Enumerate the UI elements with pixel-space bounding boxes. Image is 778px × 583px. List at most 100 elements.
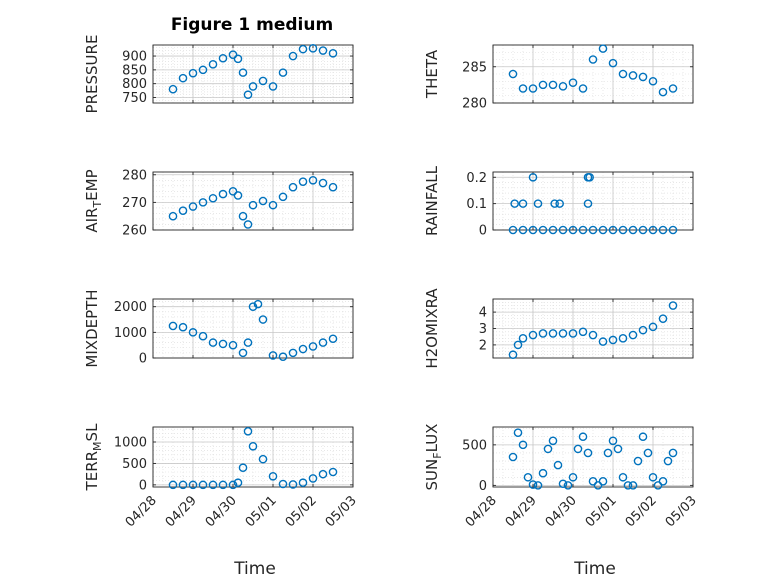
panel-6-data-point bbox=[588, 330, 598, 340]
panel-8-x-tick-label: 04/29 bbox=[503, 493, 540, 530]
panel-5-data-point bbox=[168, 321, 178, 331]
panel-2-data-point bbox=[508, 69, 518, 79]
panel-3-data-point bbox=[238, 211, 248, 221]
panel-5-data-point bbox=[278, 352, 288, 362]
panel-8-data-point bbox=[553, 460, 563, 470]
panel-1-y-tick-label: 750 bbox=[122, 91, 147, 106]
panel-4-data-point bbox=[510, 199, 519, 208]
panel-8-data-point bbox=[628, 481, 638, 490]
panel-2-data-point bbox=[548, 80, 558, 90]
panel-8-y-axis-label: SUNFLUX bbox=[423, 424, 444, 491]
panel-8-data-point bbox=[573, 444, 583, 454]
panel-5-axes-box bbox=[152, 298, 354, 359]
panel-8-data-point bbox=[533, 481, 543, 490]
panel-8-data-point bbox=[568, 472, 578, 482]
panel-1-data-point bbox=[238, 68, 248, 77]
panel-7-x-tick-label: 04/29 bbox=[163, 493, 200, 530]
panel-5-data-point bbox=[248, 302, 258, 311]
panel-5-data-point bbox=[188, 328, 198, 337]
panel-7-data-point bbox=[318, 469, 328, 479]
panel-8-x-tick-label: 04/30 bbox=[543, 493, 580, 530]
panel-6-data-point bbox=[518, 334, 528, 343]
panel-3-data-point bbox=[168, 211, 178, 221]
panel-8-x-axis-label: Time bbox=[573, 559, 616, 579]
panel-7-x-tick-label: 04/28 bbox=[123, 493, 160, 530]
panel-8-data-point bbox=[603, 448, 613, 458]
panel-7-data-point bbox=[328, 467, 338, 477]
panel-7-x-tick-label: 05/01 bbox=[243, 493, 280, 530]
panel-5-y-axis-label: MIXDEPTH bbox=[83, 289, 101, 367]
panel-2-data-point bbox=[648, 76, 658, 86]
panel-8-axes-box bbox=[492, 426, 694, 488]
panel-8-data-point bbox=[508, 452, 518, 462]
panel-7-data-point bbox=[228, 480, 238, 490]
panel-2-data-point bbox=[568, 78, 578, 87]
panel-8-y-tick-label: 0 bbox=[479, 479, 487, 494]
panel-6-data-point bbox=[538, 329, 548, 338]
panel-7-data-point bbox=[208, 480, 218, 490]
panel-6-y-tick-label: 2 bbox=[479, 338, 487, 353]
panel-2-data-point bbox=[528, 84, 538, 93]
panel-4-data-point bbox=[528, 225, 538, 235]
panel-8-data-point bbox=[618, 472, 628, 482]
panel-4-data-point bbox=[668, 225, 678, 235]
panel-1-data-point bbox=[308, 44, 318, 53]
panel-8-x-tick-label: 05/03 bbox=[663, 493, 700, 530]
panel-8-data-point bbox=[623, 481, 633, 490]
panel-6-data-point bbox=[513, 340, 523, 350]
panel-7-y-tick-label: 500 bbox=[122, 457, 147, 472]
panel-2-data-point bbox=[558, 82, 568, 91]
panel-3-data-point bbox=[198, 198, 208, 207]
panel-5-y-tick-label: 2000 bbox=[114, 300, 147, 315]
panel-8-data-point bbox=[643, 448, 653, 458]
panel-7-y-tick-label: 0 bbox=[139, 478, 147, 493]
panel-1-data-point bbox=[208, 60, 218, 69]
panel-7-data-point bbox=[188, 480, 198, 490]
panel-6-data-point bbox=[658, 314, 668, 323]
panel-7-y-tick-label: 1000 bbox=[114, 436, 147, 451]
panel-4-y-tick-label: 0.2 bbox=[466, 171, 487, 186]
panel-7-data-point bbox=[178, 480, 188, 490]
panel-5-data-point bbox=[178, 322, 188, 332]
panel-2-data-point bbox=[638, 72, 648, 82]
panel-4-y-tick-label: 0 bbox=[479, 224, 487, 239]
panel-3-data-point bbox=[208, 193, 218, 203]
panel-7-data-point bbox=[218, 480, 228, 490]
panel-5-data-point bbox=[258, 315, 268, 324]
panel-6-data-point bbox=[548, 329, 558, 338]
panel-4-data-point bbox=[598, 225, 608, 235]
panel-8-data-point bbox=[663, 456, 673, 466]
panel-7-data-point bbox=[243, 426, 253, 436]
panel-4-data-point bbox=[528, 172, 538, 182]
panel-7-data-point bbox=[308, 474, 318, 483]
panel-3-data-point bbox=[188, 202, 198, 211]
panel-5-data-point bbox=[238, 348, 248, 358]
panel-6-data-point bbox=[568, 329, 578, 338]
panel-6-y-tick-label: 4 bbox=[479, 306, 487, 321]
panel-2-y-tick-label: 285 bbox=[462, 60, 487, 75]
panel-2-data-point bbox=[538, 80, 548, 90]
panel-4-data-point bbox=[638, 225, 648, 235]
panel-8-data-point bbox=[648, 472, 658, 482]
panel-4-data-point bbox=[628, 225, 638, 235]
panel-2-data-point bbox=[618, 69, 628, 79]
panel-4-data-point bbox=[618, 225, 628, 235]
panel-3-y-tick-label: 280 bbox=[122, 168, 147, 183]
panel-7-data-point bbox=[238, 463, 248, 473]
panel-8-data-point bbox=[548, 436, 558, 446]
panel-5-data-point bbox=[218, 339, 228, 349]
panel-1-y-tick-label: 900 bbox=[122, 50, 147, 65]
panel-8-y-tick-label: 500 bbox=[462, 438, 487, 453]
panel-6: 234 H2OMIXRA bbox=[423, 288, 694, 369]
panel-3-data-point bbox=[288, 182, 298, 192]
panel-7-data-point bbox=[198, 480, 208, 490]
panel-1-data-point bbox=[243, 90, 253, 100]
panel-2-data-point bbox=[518, 84, 528, 93]
panel-8-data-point bbox=[538, 468, 548, 478]
panel-1-y-axis-label: PRESSURE bbox=[83, 35, 101, 114]
panel-7-data-point bbox=[278, 479, 288, 489]
panel-4-data-point bbox=[558, 225, 568, 235]
panel-3-data-point bbox=[258, 196, 268, 206]
panel-4-data-point bbox=[518, 225, 528, 235]
